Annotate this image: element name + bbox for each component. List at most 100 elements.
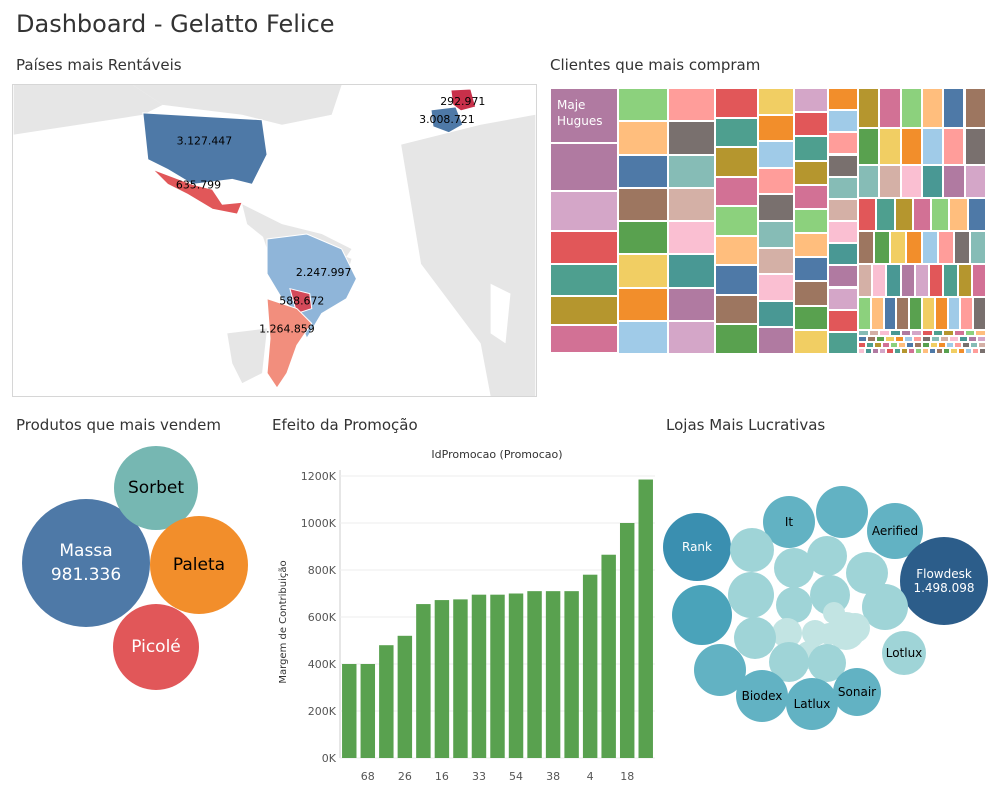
store-bubble-sonair[interactable]: Sonair — [833, 668, 881, 716]
treemap-cell[interactable] — [900, 165, 922, 198]
treemap-cell[interactable] — [943, 165, 965, 198]
treemap-cell[interactable] — [794, 208, 828, 234]
treemap-cell[interactable] — [900, 348, 908, 354]
treemap-cell[interactable] — [971, 264, 986, 297]
treemap-cell[interactable] — [978, 348, 986, 354]
store-bubble-biodex[interactable]: Biodex — [736, 670, 788, 722]
store-bubble-latlux[interactable]: Latlux — [786, 678, 838, 730]
treemap-cell[interactable] — [828, 265, 858, 288]
treemap-cell[interactable] — [794, 184, 828, 209]
treemap-cell[interactable] — [858, 128, 880, 165]
treemap-cell[interactable] — [715, 88, 758, 118]
treemap-cell[interactable] — [912, 198, 932, 231]
country-mexico[interactable] — [152, 168, 243, 215]
promo-bar-chart[interactable]: IdPromocao (Promocao) Margem de Contribu… — [270, 440, 665, 800]
store-bubble-unlabeled-8[interactable] — [776, 587, 812, 623]
treemap-cell[interactable] — [909, 297, 922, 330]
treemap-cell[interactable] — [958, 336, 968, 342]
treemap-cell[interactable] — [758, 247, 794, 275]
promo-bar[interactable] — [397, 635, 413, 758]
treemap-cell[interactable] — [964, 348, 972, 354]
treemap-cell[interactable] — [894, 336, 904, 342]
treemap-cell[interactable] — [903, 336, 913, 342]
country-map[interactable]: 3.127.447 635.799 2.247.997 588.672 1.26… — [12, 84, 537, 397]
country-germany[interactable] — [450, 88, 477, 112]
treemap-cell[interactable] — [715, 235, 758, 266]
treemap-cell[interactable] — [943, 330, 954, 336]
promo-bar[interactable] — [379, 645, 394, 758]
treemap-cell[interactable] — [715, 265, 758, 295]
treemap-cell[interactable] — [940, 336, 950, 342]
treemap-cell[interactable] — [794, 136, 828, 161]
store-bubble-unlabeled-1[interactable] — [816, 486, 868, 538]
treemap-cell[interactable] — [858, 165, 880, 198]
treemap-cell[interactable] — [865, 348, 873, 354]
treemap-cell[interactable] — [867, 336, 877, 342]
treemap-cell[interactable] — [914, 348, 922, 354]
treemap-cell[interactable] — [893, 348, 901, 354]
treemap-cell[interactable] — [943, 128, 965, 165]
treemap-cell[interactable] — [858, 330, 869, 336]
treemap-cell[interactable] — [668, 187, 715, 221]
treemap-cell[interactable] — [794, 160, 828, 185]
treemap-cell[interactable] — [858, 348, 866, 354]
treemap-cell[interactable] — [618, 287, 668, 321]
treemap-cell[interactable] — [715, 206, 758, 236]
treemap-cell[interactable] — [906, 342, 914, 348]
treemap-cell[interactable] — [879, 330, 890, 336]
country-argentina[interactable] — [266, 297, 313, 389]
treemap-cell[interactable] — [950, 348, 958, 354]
treemap-cell[interactable] — [960, 297, 974, 330]
treemap-cell[interactable] — [858, 264, 873, 297]
treemap-cell[interactable] — [890, 342, 898, 348]
treemap-cell[interactable] — [872, 264, 887, 297]
promo-bar[interactable] — [490, 594, 505, 758]
treemap-cell[interactable] — [936, 348, 944, 354]
treemap-cell[interactable] — [668, 287, 715, 321]
promo-bar[interactable] — [601, 554, 616, 758]
treemap-cell[interactable] — [934, 297, 948, 330]
treemap-cell[interactable] — [874, 342, 882, 348]
clients-treemap[interactable]: Maje Hugues — [550, 88, 986, 354]
treemap-cell[interactable] — [550, 264, 618, 296]
treemap-cell[interactable] — [900, 128, 922, 165]
treemap-cell[interactable] — [828, 221, 858, 244]
treemap-cell[interactable] — [868, 330, 880, 336]
treemap-cell[interactable] — [618, 187, 668, 221]
treemap-cell[interactable] — [900, 264, 915, 297]
treemap-cell[interactable] — [930, 342, 938, 348]
store-bubble-unlabeled-18[interactable] — [827, 612, 865, 650]
treemap-cell[interactable] — [879, 348, 887, 354]
treemap-cell[interactable] — [976, 336, 986, 342]
treemap-cell[interactable] — [947, 297, 961, 330]
treemap-cell[interactable] — [954, 330, 965, 336]
treemap-cell[interactable] — [794, 257, 828, 282]
treemap-cell[interactable] — [922, 165, 944, 198]
treemap-cell[interactable] — [828, 198, 858, 221]
treemap-cell[interactable] — [758, 274, 794, 301]
treemap-cell[interactable] — [550, 191, 618, 231]
treemap-cell[interactable] — [946, 342, 954, 348]
treemap-cell-top-client[interactable]: Maje Hugues — [550, 88, 618, 143]
treemap-cell[interactable] — [938, 342, 946, 348]
country-paraguay[interactable] — [289, 288, 313, 315]
treemap-cell[interactable] — [828, 88, 858, 111]
product-bubble-sorbet[interactable]: Sorbet — [114, 446, 198, 530]
treemap-cell[interactable] — [964, 165, 986, 198]
treemap-cell[interactable] — [618, 121, 668, 155]
treemap-cell[interactable] — [618, 320, 668, 354]
stores-bubble-chart[interactable]: Rank It Aerified Flowdesk 1.498.098 Lotl… — [650, 440, 1000, 800]
treemap-cell[interactable] — [668, 254, 715, 288]
treemap-cell[interactable] — [922, 231, 938, 264]
treemap-cell[interactable] — [668, 154, 715, 188]
treemap-cell[interactable] — [668, 320, 715, 354]
country-usa[interactable] — [142, 112, 268, 185]
treemap-cell[interactable] — [758, 300, 794, 328]
treemap-cell[interactable] — [964, 88, 986, 128]
treemap-cell[interactable] — [828, 132, 858, 155]
treemap-cell[interactable] — [866, 342, 874, 348]
treemap-cell[interactable] — [890, 330, 901, 336]
treemap-cell[interactable] — [828, 243, 858, 266]
treemap-cell[interactable] — [894, 198, 913, 231]
treemap-cell[interactable] — [922, 297, 935, 330]
